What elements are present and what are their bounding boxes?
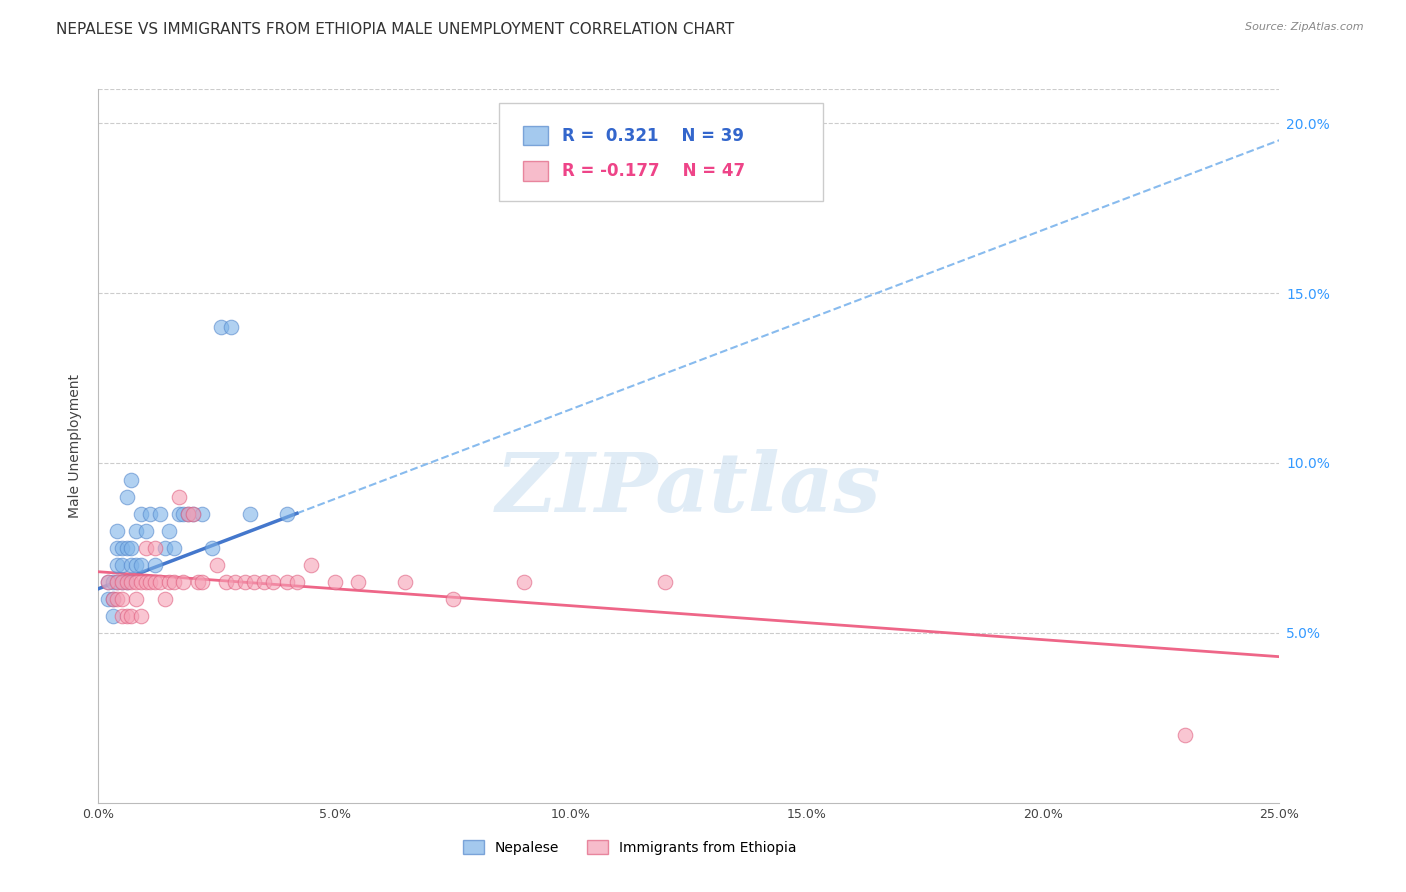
Point: [177, 507, 200, 521]
Point: [654, 574, 676, 589]
Point: [205, 558, 228, 572]
Point: [129, 608, 152, 623]
Point: [253, 574, 276, 589]
Point: [111, 574, 134, 589]
Point: [163, 541, 186, 555]
Point: [115, 608, 138, 623]
Point: [143, 558, 166, 572]
Point: [111, 541, 134, 555]
Point: [394, 574, 416, 589]
Point: [215, 574, 238, 589]
Point: [209, 320, 232, 334]
Point: [135, 574, 157, 589]
Point: [153, 591, 176, 606]
Point: [285, 574, 308, 589]
Point: [233, 574, 256, 589]
Point: [219, 320, 242, 334]
Point: [105, 524, 128, 538]
Point: [101, 574, 124, 589]
Point: [323, 574, 346, 589]
Point: [262, 574, 284, 589]
Point: [512, 574, 534, 589]
Point: [111, 574, 134, 589]
Point: [101, 591, 124, 606]
Point: [243, 574, 266, 589]
Point: [129, 558, 152, 572]
Point: [224, 574, 246, 589]
Point: [111, 608, 134, 623]
Text: NEPALESE VS IMMIGRANTS FROM ETHIOPIA MALE UNEMPLOYMENT CORRELATION CHART: NEPALESE VS IMMIGRANTS FROM ETHIOPIA MAL…: [56, 22, 734, 37]
Point: [187, 574, 209, 589]
Point: [139, 507, 162, 521]
Text: R =  0.321    N = 39: R = 0.321 N = 39: [562, 127, 744, 145]
Point: [121, 558, 143, 572]
Point: [191, 574, 214, 589]
Point: [101, 591, 124, 606]
Point: [121, 541, 143, 555]
Point: [149, 507, 172, 521]
Point: [97, 591, 120, 606]
Y-axis label: Male Unemployment: Male Unemployment: [69, 374, 83, 518]
Point: [181, 507, 204, 521]
Point: [105, 574, 128, 589]
Point: [129, 574, 152, 589]
Point: [135, 541, 157, 555]
Point: [105, 558, 128, 572]
Point: [125, 558, 148, 572]
Point: [167, 507, 190, 521]
Point: [121, 473, 143, 487]
Point: [157, 524, 180, 538]
Point: [299, 558, 322, 572]
Point: [115, 490, 138, 504]
Point: [191, 507, 214, 521]
Point: [129, 507, 152, 521]
Point: [172, 507, 194, 521]
Point: [1174, 728, 1197, 742]
Text: ZIPatlas: ZIPatlas: [496, 449, 882, 529]
Point: [125, 524, 148, 538]
Point: [121, 608, 143, 623]
Point: [115, 574, 138, 589]
Point: [143, 574, 166, 589]
Point: [441, 591, 464, 606]
Point: [111, 591, 134, 606]
Point: [149, 574, 172, 589]
Point: [163, 574, 186, 589]
Legend: Nepalese, Immigrants from Ethiopia: Nepalese, Immigrants from Ethiopia: [457, 834, 803, 860]
Point: [181, 507, 204, 521]
Point: [97, 574, 120, 589]
Point: [347, 574, 370, 589]
Point: [153, 541, 176, 555]
Point: [101, 608, 124, 623]
Point: [239, 507, 262, 521]
Point: [97, 574, 120, 589]
Point: [139, 574, 162, 589]
Point: [135, 524, 157, 538]
Text: R = -0.177    N = 47: R = -0.177 N = 47: [562, 162, 745, 180]
Point: [276, 574, 298, 589]
Point: [172, 574, 194, 589]
Point: [125, 574, 148, 589]
Point: [157, 574, 180, 589]
Point: [125, 591, 148, 606]
Text: Source: ZipAtlas.com: Source: ZipAtlas.com: [1246, 22, 1364, 32]
Point: [167, 490, 190, 504]
Point: [201, 541, 224, 555]
Point: [105, 574, 128, 589]
Point: [115, 574, 138, 589]
Point: [105, 591, 128, 606]
Point: [177, 507, 200, 521]
Point: [111, 558, 134, 572]
Point: [115, 541, 138, 555]
Point: [276, 507, 298, 521]
Point: [121, 574, 143, 589]
Point: [105, 541, 128, 555]
Point: [143, 541, 166, 555]
